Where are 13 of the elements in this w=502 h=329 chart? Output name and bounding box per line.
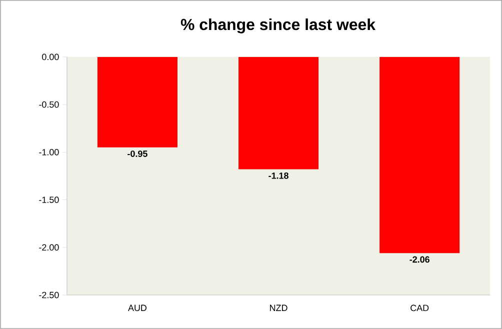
y-tick-label: -2.50	[39, 292, 59, 298]
y-tick-label: -0.50	[39, 101, 59, 108]
y-tick-label: 0.00	[42, 54, 59, 60]
chart-title: % change since last week	[180, 18, 376, 34]
data-label: -0.95	[128, 150, 148, 157]
x-tick-label: AUD	[128, 304, 146, 312]
y-tick-label: -1.00	[39, 149, 59, 156]
data-label: -2.06	[410, 256, 430, 263]
data-label: -1.18	[268, 172, 288, 179]
y-tick-label: -2.00	[39, 244, 59, 251]
x-tick-label: NZD	[270, 304, 288, 311]
y-tick-label: -1.50	[39, 196, 59, 203]
x-tick-label: CAD	[410, 304, 429, 312]
